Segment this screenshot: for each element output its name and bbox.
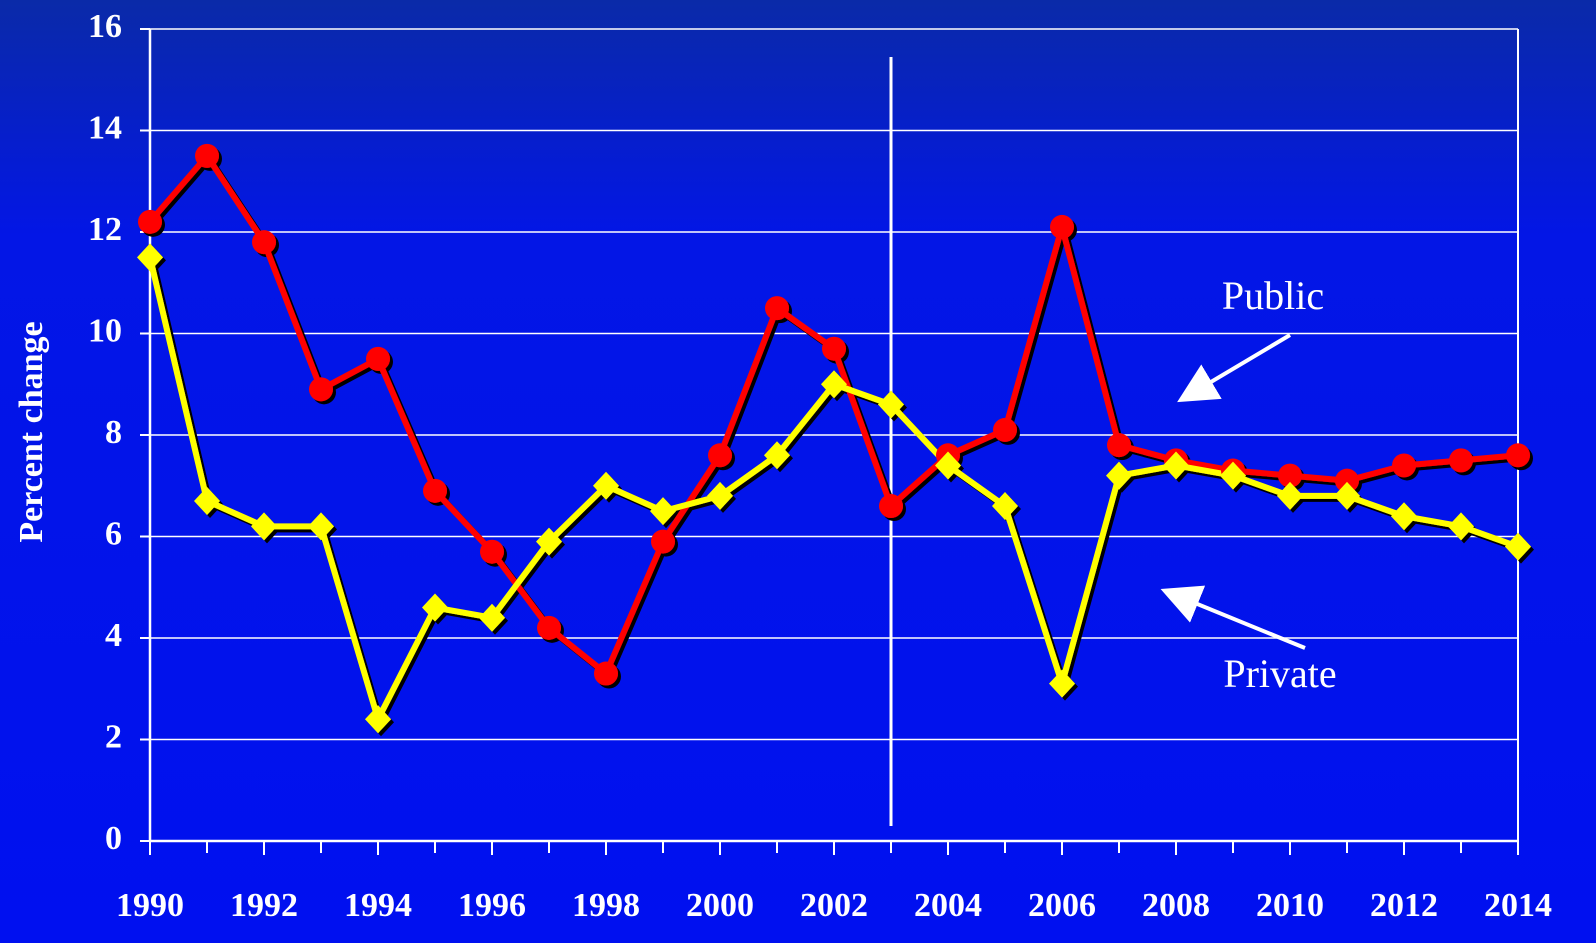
arrow	[1177, 333, 1292, 403]
point	[993, 417, 1017, 442]
y-tick-label: 10	[88, 312, 122, 349]
point	[821, 370, 847, 399]
point	[1392, 453, 1416, 478]
point	[1335, 468, 1359, 493]
x-tick-label: 2006	[1028, 887, 1096, 924]
series-group	[137, 143, 1531, 734]
point	[822, 336, 846, 361]
y-tick-label: 4	[105, 617, 122, 654]
point	[1049, 669, 1075, 698]
x-tick-label: 1998	[572, 887, 640, 924]
point	[309, 377, 333, 402]
x-tick-label: 1990	[116, 887, 184, 924]
point	[1107, 433, 1131, 458]
x-tick-label: 2012	[1370, 887, 1438, 924]
point	[479, 603, 505, 632]
point	[764, 441, 790, 470]
x-tick-label: 2014	[1484, 887, 1552, 924]
point	[366, 346, 390, 371]
point	[1106, 461, 1132, 490]
point	[879, 494, 903, 519]
point	[194, 486, 220, 515]
point	[935, 451, 961, 480]
point	[251, 512, 277, 541]
point	[992, 492, 1018, 521]
point	[422, 593, 448, 622]
point	[878, 390, 904, 419]
point	[593, 471, 619, 500]
x-tick-label: 2004	[914, 887, 982, 924]
point	[708, 443, 732, 468]
x-tick-label: 2008	[1142, 887, 1210, 924]
point	[1448, 512, 1474, 541]
point	[1449, 448, 1473, 473]
point	[480, 539, 504, 564]
point	[1220, 461, 1246, 490]
point	[252, 230, 276, 255]
y-tick-label: 0	[105, 820, 122, 857]
point	[650, 497, 676, 526]
x-tick-label: 1996	[458, 887, 526, 924]
y-tick-label: 2	[105, 718, 122, 755]
point	[537, 615, 561, 640]
point	[138, 209, 162, 234]
point	[1391, 502, 1417, 531]
point	[365, 705, 391, 734]
point	[651, 529, 675, 554]
y-tick-label: 8	[105, 414, 122, 451]
point	[536, 527, 562, 556]
point	[1277, 481, 1303, 510]
annotation: Public	[1222, 273, 1324, 318]
x-tick-label: 1994	[344, 887, 412, 924]
point	[1163, 451, 1189, 480]
x-tick-label: 2000	[686, 887, 754, 924]
x-tick-label: 2002	[800, 887, 868, 924]
y-tick-label: 12	[88, 211, 122, 248]
point	[1505, 532, 1531, 561]
x-tick-label: 2010	[1256, 887, 1324, 924]
x-tick-label: 1992	[230, 887, 298, 924]
point	[195, 143, 219, 168]
point	[1050, 214, 1074, 239]
y-axis-label: Percent change	[13, 321, 50, 542]
point	[765, 296, 789, 321]
y-tick-label: 6	[105, 515, 122, 552]
point	[308, 512, 334, 541]
point	[1278, 463, 1302, 488]
point	[707, 481, 733, 510]
point	[594, 661, 618, 686]
point	[423, 478, 447, 503]
point	[1334, 481, 1360, 510]
y-tick-label: 14	[88, 109, 122, 146]
annotation: Private	[1223, 651, 1336, 696]
point	[137, 243, 163, 272]
y-tick-label: 16	[88, 8, 122, 45]
point	[1506, 443, 1530, 468]
